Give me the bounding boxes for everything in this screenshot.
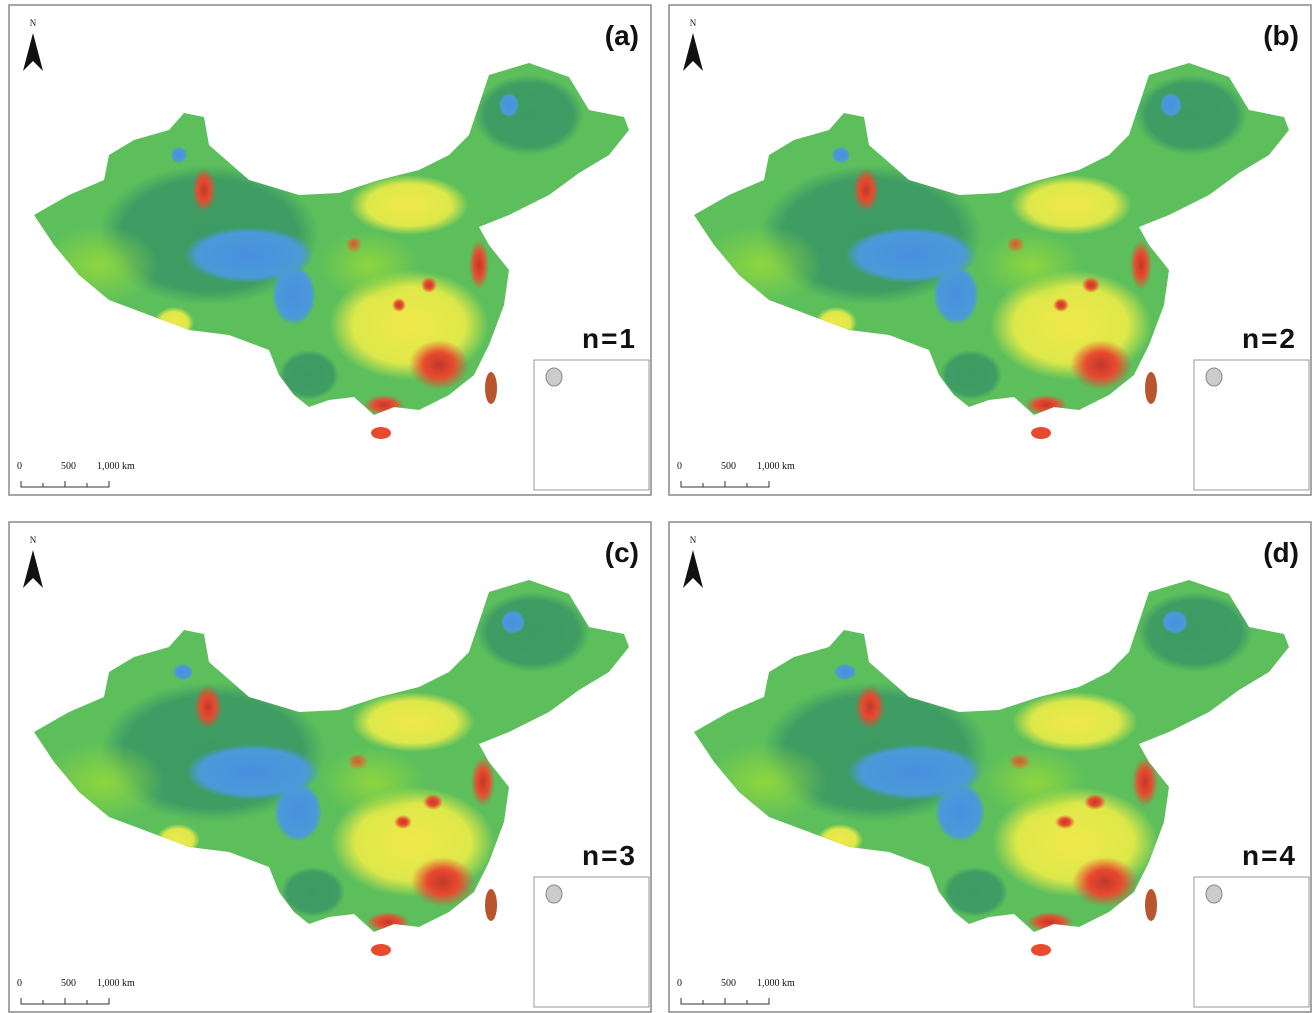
map-zone xyxy=(1135,75,1247,155)
scale-label: 1,000 km xyxy=(97,461,135,472)
map-zone xyxy=(499,93,519,117)
scale-label: 1,000 km xyxy=(757,461,795,472)
map-zone xyxy=(474,75,584,155)
hainan xyxy=(371,427,391,439)
north-label: N xyxy=(690,18,697,28)
map-zone xyxy=(173,664,193,680)
map-zone xyxy=(1053,298,1069,312)
hainan xyxy=(371,944,391,956)
map-zone xyxy=(980,230,1082,300)
scale-label: 0 xyxy=(677,978,682,989)
map-zone xyxy=(834,664,856,680)
map-panel: (b) n=2 N 0 500 1,000 km xyxy=(669,5,1311,495)
scale-label: 0 xyxy=(17,978,22,989)
map-zone xyxy=(423,794,443,810)
map-zone xyxy=(1130,240,1152,290)
map-zone xyxy=(933,265,979,325)
scale-label: 500 xyxy=(721,461,736,472)
map-zone xyxy=(171,147,187,163)
map-zone xyxy=(853,168,879,212)
map-zone xyxy=(392,298,406,312)
map-panel: (a) n=1 N 0 500 1,000 km xyxy=(9,5,651,495)
iteration-label: n=3 xyxy=(582,840,637,871)
scale-label: 1,000 km xyxy=(757,978,795,989)
map-zone xyxy=(476,592,590,672)
map-zone xyxy=(321,747,425,817)
iteration-label: n=4 xyxy=(1242,840,1297,871)
inset-island xyxy=(546,368,562,386)
map-zone xyxy=(274,782,322,842)
iteration-label: n=1 xyxy=(582,323,637,354)
map-zone xyxy=(409,340,469,390)
panel-label: (c) xyxy=(605,537,639,568)
map-zone xyxy=(192,168,216,212)
map-zone xyxy=(1010,175,1132,235)
taiwan xyxy=(485,889,497,921)
north-label: N xyxy=(690,535,697,545)
map-zone xyxy=(319,230,419,300)
north-label: N xyxy=(30,535,37,545)
scale-label: 0 xyxy=(677,461,682,472)
inset-island xyxy=(1206,368,1222,386)
scale-label: 0 xyxy=(17,461,22,472)
map-zone xyxy=(394,815,412,829)
figure: (a)n=1N05001,000 km(b)n=2N05001,000 km(c… xyxy=(0,0,1314,1013)
map-zone xyxy=(501,610,525,634)
map-zone xyxy=(982,747,1088,817)
map-zone xyxy=(351,692,475,752)
map-zone xyxy=(1070,340,1132,390)
map-zone xyxy=(1012,692,1138,752)
panel-label: (b) xyxy=(1263,20,1299,51)
map-zone xyxy=(935,782,985,842)
map-zone xyxy=(1082,277,1100,293)
inset-island xyxy=(546,885,562,903)
scale-label: 500 xyxy=(61,978,76,989)
hainan xyxy=(1031,944,1051,956)
taiwan xyxy=(485,372,497,404)
map-zone xyxy=(272,265,316,325)
panel-label: (a) xyxy=(605,20,639,51)
map-zone xyxy=(469,240,489,290)
map-zone xyxy=(1055,815,1075,829)
scale-label: 500 xyxy=(721,978,736,989)
map-zone xyxy=(1160,93,1182,117)
map-zone xyxy=(1084,794,1106,810)
iteration-label: n=2 xyxy=(1242,323,1297,354)
taiwan xyxy=(1145,372,1157,404)
map-zone xyxy=(349,175,469,235)
hainan xyxy=(1031,427,1051,439)
taiwan xyxy=(1145,889,1157,921)
scale-label: 1,000 km xyxy=(97,978,135,989)
map-panel: (d) n=4 N 0 500 1,000 km xyxy=(669,522,1311,1012)
scale-label: 500 xyxy=(61,461,76,472)
map-zone xyxy=(832,147,850,163)
panel-label: (d) xyxy=(1263,537,1299,568)
inset-island xyxy=(1206,885,1222,903)
north-label: N xyxy=(30,18,37,28)
map-zone xyxy=(1162,610,1188,634)
map-zone xyxy=(421,277,437,293)
map-zone xyxy=(855,685,885,729)
map-zone xyxy=(194,685,222,729)
map-panel: (c) n=3 N 0 500 1,000 km xyxy=(9,522,651,1012)
